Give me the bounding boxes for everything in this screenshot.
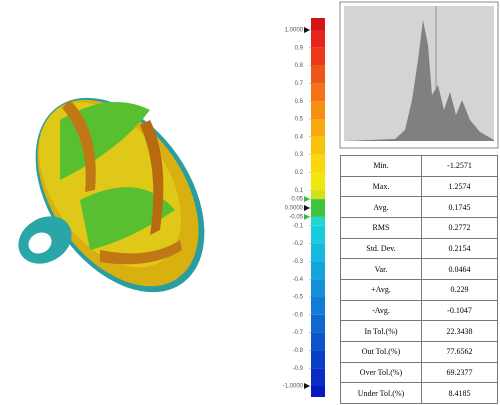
stat-label: Over Tol.(%) <box>341 362 422 383</box>
stat-value: 0.1745 <box>422 197 498 218</box>
stat-label: +Avg. <box>341 279 422 300</box>
scale-label: 0.4 <box>295 134 304 140</box>
color-band <box>311 315 325 333</box>
color-band <box>311 279 325 297</box>
scale-label: -0.05 <box>289 214 303 220</box>
color-band <box>311 333 325 351</box>
stat-label: Avg. <box>341 197 422 218</box>
scale-label: 1.0000 <box>285 28 304 34</box>
impeller-model <box>1 66 240 323</box>
scale-label: -0.8 <box>293 348 304 354</box>
scale-label: 0.6 <box>295 99 304 105</box>
stat-value: -0.1047 <box>422 300 498 321</box>
scale-label: 0.8 <box>295 63 304 69</box>
stat-value: -1.2571 <box>422 156 498 177</box>
color-band <box>311 368 325 386</box>
stats-row: Avg.0.1745 <box>341 197 498 218</box>
scale-label: -0.2 <box>293 241 304 247</box>
histogram <box>340 2 498 148</box>
scale-label: 0.0000 <box>285 206 304 212</box>
stats-row: In Tol.(%)22.3438 <box>341 321 498 342</box>
scale-label: -1.0000 <box>283 384 304 390</box>
color-band <box>311 261 325 279</box>
scale-label: 0.5 <box>295 117 304 123</box>
stats-row: -Avg.-0.1047 <box>341 300 498 321</box>
scale-label: -0.9 <box>293 366 304 372</box>
scale-label: -0.1 <box>293 223 304 229</box>
over-range <box>311 18 325 30</box>
stat-label: Min. <box>341 156 422 177</box>
stat-value: 1.2574 <box>422 176 498 197</box>
stat-label: RMS <box>341 217 422 238</box>
stat-value: 77.6562 <box>422 341 498 362</box>
stat-label: Under Tol.(%) <box>341 383 422 404</box>
stats-row: Out Tol.(%)77.6562 <box>341 341 498 362</box>
scale-label: -0.4 <box>293 277 304 283</box>
color-band <box>311 208 325 217</box>
color-band <box>311 350 325 368</box>
scale-label: 0.7 <box>295 81 304 87</box>
color-band <box>311 172 325 190</box>
scale-label: 0.3 <box>295 152 304 158</box>
stat-value: 0.0464 <box>422 259 498 280</box>
stats-row: Over Tol.(%)69.2377 <box>341 362 498 383</box>
stat-label: Std. Dev. <box>341 238 422 259</box>
scale-label: -0.3 <box>293 259 304 265</box>
stats-row: Std. Dev.0.2154 <box>341 238 498 259</box>
scale-label: 0.1 <box>295 188 304 194</box>
stat-value: 0.2154 <box>422 238 498 259</box>
color-band <box>311 226 325 244</box>
color-band <box>311 66 325 84</box>
stat-value: 0.229 <box>422 279 498 300</box>
marker-arrow <box>304 27 310 33</box>
stat-value: 0.2772 <box>422 217 498 238</box>
color-band <box>311 190 325 199</box>
color-band <box>311 48 325 66</box>
stat-label: In Tol.(%) <box>341 321 422 342</box>
scale-label: -0.6 <box>293 312 304 318</box>
scale-label: -0.5 <box>293 295 304 301</box>
stat-label: Out Tol.(%) <box>341 341 422 362</box>
color-band <box>311 199 325 208</box>
scale-label: -0.7 <box>293 330 304 336</box>
marker-arrow <box>304 205 310 211</box>
color-band <box>311 297 325 315</box>
color-band <box>311 217 325 226</box>
stats-row: Min.-1.2571 <box>341 156 498 177</box>
stat-value: 22.3438 <box>422 321 498 342</box>
color-band <box>311 155 325 173</box>
stats-row: Under Tol.(%)8.4185 <box>341 383 498 404</box>
marker-arrow <box>304 196 310 202</box>
stats-row: +Avg.0.229 <box>341 279 498 300</box>
scale-label: 0.2 <box>295 170 304 176</box>
app-window: 1.0000 0.9 0.8 0.7 0.6 0.5 0.4 0.3 0.2 0.1 0.05 0.0… <box>0 0 500 405</box>
stat-value: 8.4185 <box>422 383 498 404</box>
scale-label: 0.9 <box>295 45 304 51</box>
stat-label: -Avg. <box>341 300 422 321</box>
color-band <box>311 101 325 119</box>
color-band <box>311 244 325 262</box>
color-band <box>311 137 325 155</box>
stat-label: Var. <box>341 259 422 280</box>
marker-arrow <box>304 214 310 220</box>
scale-label: 0.05 <box>291 197 303 203</box>
stats-row: Max.1.2574 <box>341 176 498 197</box>
stat-value: 69.2377 <box>422 362 498 383</box>
color-band <box>311 83 325 101</box>
color-band <box>311 119 325 137</box>
color-band <box>311 30 325 48</box>
stat-label: Max. <box>341 176 422 197</box>
marker-arrow <box>304 383 310 389</box>
stats-row: Var.0.0464 <box>341 259 498 280</box>
under-range <box>311 386 325 397</box>
